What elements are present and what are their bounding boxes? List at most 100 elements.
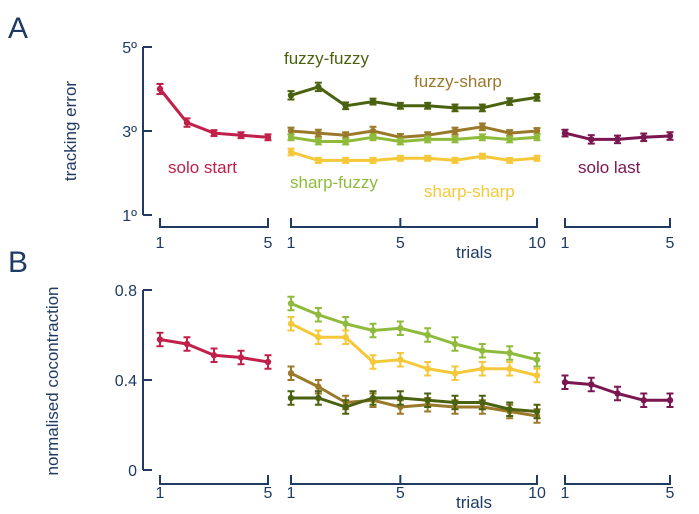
series-fuzzy-sharp xyxy=(287,365,541,424)
series-sharp-fuzzy xyxy=(287,133,541,146)
x-axis-bracket xyxy=(564,475,671,485)
data-point xyxy=(210,352,218,359)
data-point xyxy=(533,372,541,379)
series-line-fuzzy-sharp xyxy=(290,125,538,139)
data-point xyxy=(451,136,459,143)
x-tick-label: 1 xyxy=(287,235,296,252)
y-axis-title: tracking error xyxy=(61,81,80,181)
x-tick-label: 1 xyxy=(287,485,296,502)
data-point xyxy=(287,300,295,307)
data-point xyxy=(183,119,191,126)
x-tick-label: 5 xyxy=(396,235,405,252)
data-point xyxy=(315,129,322,137)
data-point xyxy=(183,340,191,348)
data-point xyxy=(369,134,377,141)
series-fuzzy-fuzzy xyxy=(287,81,541,113)
data-point xyxy=(342,403,349,411)
series-solo-start xyxy=(156,331,272,370)
data-point xyxy=(479,399,486,406)
data-point xyxy=(342,138,349,145)
data-point xyxy=(506,136,513,143)
x-axis-title: trials xyxy=(456,493,492,512)
x-axis-bracket xyxy=(290,475,538,485)
data-point xyxy=(424,155,431,162)
data-point xyxy=(451,340,459,348)
series-fuzzy-fuzzy xyxy=(287,390,541,420)
data-point xyxy=(287,394,295,402)
data-point xyxy=(287,148,295,156)
data-point xyxy=(287,320,295,327)
x-tick-label: 5 xyxy=(666,485,675,502)
data-point xyxy=(640,134,647,141)
series-line-sharp-fuzzy xyxy=(290,135,538,143)
y-tick-label: 0 xyxy=(128,463,137,480)
data-point xyxy=(315,83,322,91)
series-fuzzy-sharp xyxy=(287,122,541,142)
data-point xyxy=(342,320,349,327)
panel-letter-b: B xyxy=(8,246,28,279)
data-point xyxy=(479,134,486,141)
data-point xyxy=(287,127,295,135)
data-point xyxy=(369,157,377,164)
data-point xyxy=(397,356,404,363)
y-tick-label: 0.8 xyxy=(115,283,137,300)
data-point xyxy=(479,153,486,160)
data-point xyxy=(156,85,164,93)
data-point xyxy=(614,136,621,143)
data-point xyxy=(315,138,322,145)
data-point xyxy=(315,383,322,390)
data-point xyxy=(342,334,349,341)
data-point xyxy=(315,157,322,164)
x-tick-label: 5 xyxy=(264,485,273,502)
data-point xyxy=(506,349,513,357)
x-tick-label: 1 xyxy=(156,235,165,252)
data-point xyxy=(369,394,377,402)
x-tick-label: 5 xyxy=(396,485,405,502)
data-point xyxy=(506,157,513,164)
data-point xyxy=(533,155,541,162)
data-point xyxy=(614,390,621,397)
data-point xyxy=(287,92,295,99)
series-line-sharp-sharp xyxy=(290,150,538,162)
series-label-sharp-sharp: sharp-sharp xyxy=(424,182,515,201)
series-sharp-sharp xyxy=(287,147,541,164)
data-point xyxy=(666,397,674,404)
x-tick-label: 10 xyxy=(528,485,546,502)
data-point xyxy=(588,381,595,388)
data-point xyxy=(397,325,404,332)
data-point xyxy=(342,132,349,139)
data-point xyxy=(533,134,541,141)
data-point xyxy=(451,399,459,406)
data-point xyxy=(451,370,459,377)
data-point xyxy=(424,365,431,372)
data-point xyxy=(315,334,322,341)
series-label-sharp-fuzzy: sharp-fuzzy xyxy=(290,173,378,192)
series-label-fuzzy-sharp: fuzzy-sharp xyxy=(414,72,502,91)
y-tick-label: 3º xyxy=(122,124,137,141)
x-tick-label: 10 xyxy=(528,235,546,252)
series-solo-last xyxy=(561,128,674,145)
x-tick-label: 1 xyxy=(561,235,570,252)
series-solo-start xyxy=(156,82,272,142)
data-point xyxy=(369,327,377,334)
series-sharp-sharp xyxy=(287,316,541,384)
x-axis-bracket xyxy=(159,475,269,485)
data-point xyxy=(533,408,541,415)
y-axis-title: normalised cocontraction xyxy=(43,287,62,476)
series-line-sharp-sharp xyxy=(290,322,538,377)
data-point xyxy=(264,358,272,366)
data-point xyxy=(397,102,404,110)
data-point xyxy=(264,134,272,141)
data-point xyxy=(506,406,513,413)
data-point xyxy=(210,129,218,137)
data-point xyxy=(479,123,486,130)
y-tick-label: 0.4 xyxy=(115,373,137,390)
data-point xyxy=(561,129,569,137)
data-point xyxy=(424,331,431,339)
data-point xyxy=(424,102,431,110)
data-point xyxy=(506,365,513,372)
y-tick-label: 1º xyxy=(122,208,137,225)
series-label-solo-last: solo last xyxy=(578,158,641,177)
x-axis-title: trials xyxy=(456,243,492,262)
